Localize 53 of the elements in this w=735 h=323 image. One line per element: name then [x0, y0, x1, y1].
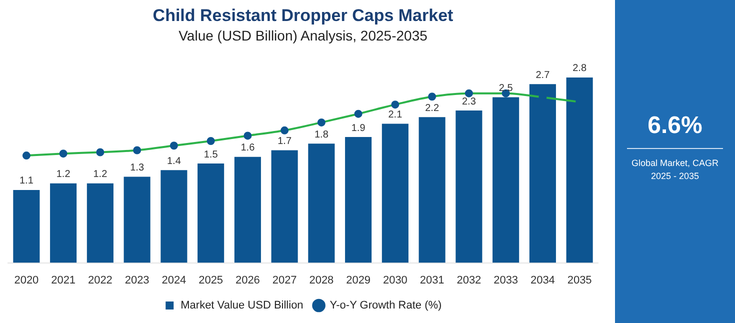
bar: [86, 183, 114, 263]
data-label: 1.7: [278, 136, 292, 148]
bar: [456, 110, 482, 263]
text: 6.6%: [646, 112, 704, 140]
bar: [308, 144, 335, 263]
x-tick-label: 2035: [567, 274, 592, 286]
x-tick-label: 2034: [530, 274, 555, 286]
x-tick-label: 2025: [198, 274, 224, 286]
data-label: 1.8: [314, 129, 329, 140]
bar: [566, 77, 593, 263]
bar: [234, 156, 261, 263]
data-label: 2.1: [388, 110, 403, 121]
bar: [529, 84, 556, 263]
bar: [13, 190, 40, 263]
x-tick-label: 2024: [162, 274, 186, 286]
bar: [124, 176, 150, 263]
x-tick-label: 2026: [235, 274, 260, 286]
data-label: 2.3: [462, 96, 476, 108]
data-label: 1.1: [19, 176, 34, 187]
data-label: 1.9: [351, 122, 366, 134]
data-label: 2.5: [498, 83, 514, 94]
data-label: 1.3: [130, 162, 144, 174]
legend-label: Y-o-Y Growth Rate (%): [330, 300, 442, 312]
bar: [271, 150, 298, 263]
x-tick-label: 2023: [124, 274, 150, 286]
bar: [418, 117, 446, 263]
x-tick-label: 2022: [88, 274, 112, 286]
data-label: 1.6: [240, 142, 256, 154]
chart-title: Child Resistant Dropper Caps Market: [152, 6, 454, 25]
chart-subtitle: Value (USD Billion) Analysis, 2025-2035: [178, 28, 428, 44]
data-label: 2.7: [536, 70, 550, 81]
x-tick-label: 2031: [420, 274, 444, 286]
x-tick-label: 2028: [309, 274, 334, 286]
data-label: 1.5: [204, 149, 218, 160]
data-label: 1.2: [93, 169, 108, 180]
legend-label: Market Value USD Billion: [180, 300, 304, 312]
x-tick-label: 2021: [51, 274, 76, 286]
x-tick-label: 2029: [346, 274, 371, 286]
bar: [50, 183, 77, 263]
text: Global Market, CAGR 2025 - 2035: [630, 157, 720, 183]
bar: [382, 124, 408, 263]
bar: [198, 164, 224, 263]
x-tick-label: 2032: [456, 274, 482, 286]
data-label: 1.4: [166, 156, 182, 167]
data-label: 2.2: [425, 102, 440, 114]
bar: [345, 137, 372, 263]
x-tick-label: 2027: [272, 274, 297, 286]
x-tick-label: 2033: [494, 274, 518, 286]
bar: [160, 170, 188, 263]
x-tick-label: 2030: [382, 274, 408, 286]
x-tick-label: 2020: [14, 274, 39, 286]
data-label: 1.2: [56, 169, 71, 180]
data-label: 2.8: [572, 63, 587, 74]
